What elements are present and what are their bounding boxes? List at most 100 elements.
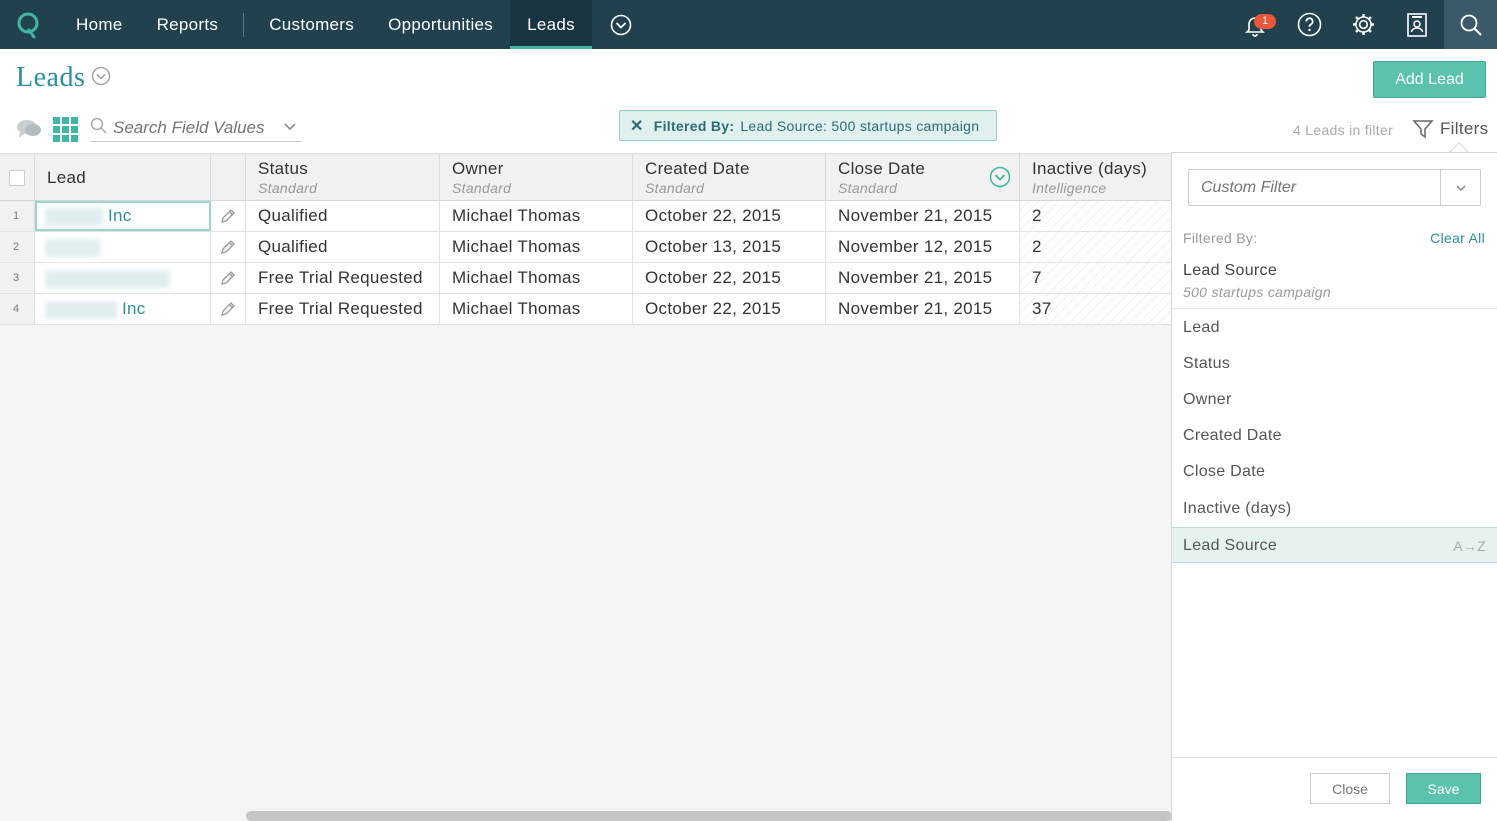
filter-field-lead[interactable]: Lead xyxy=(1183,319,1220,336)
created-date-cell[interactable]: October 22, 2015 xyxy=(633,263,826,293)
owner-cell[interactable]: Michael Thomas xyxy=(440,294,633,324)
close-button[interactable]: Close xyxy=(1310,773,1390,804)
leads-count: 4 Leads in filter xyxy=(1293,122,1394,138)
notifications-bell-icon[interactable]: 1 xyxy=(1228,0,1282,49)
table-row[interactable]: 4 Inc Free Trial Requested Michael Thoma… xyxy=(0,294,1172,325)
filter-field-created-date[interactable]: Created Date xyxy=(1183,427,1282,444)
column-header-close-date[interactable]: Close Date Standard xyxy=(826,154,1020,201)
nav-home[interactable]: Home xyxy=(76,14,123,34)
top-nav: Home Reports Customers Opportunities Lea… xyxy=(0,0,1497,49)
edit-pencil-icon[interactable] xyxy=(211,294,246,324)
applied-filter[interactable]: Lead Source 500 startups campaign xyxy=(1183,262,1331,300)
filter-field-close-date[interactable]: Close Date xyxy=(1183,463,1266,480)
inactive-days-cell: 37 xyxy=(1020,294,1172,324)
nav-customers[interactable]: Customers xyxy=(269,14,355,34)
nav-reports[interactable]: Reports xyxy=(156,14,219,34)
filter-field-status[interactable]: Status xyxy=(1183,355,1231,372)
leads-table: Lead Status Standard Owner Standard Crea… xyxy=(0,153,1172,821)
edit-column-header xyxy=(211,154,246,201)
status-cell[interactable]: Free Trial Requested xyxy=(246,294,440,324)
comments-icon[interactable] xyxy=(16,119,42,144)
filters-button[interactable]: Filters xyxy=(1412,118,1488,140)
help-icon[interactable] xyxy=(1282,0,1336,49)
column-menu-chevron-icon[interactable] xyxy=(989,166,1011,193)
owner-cell[interactable]: Michael Thomas xyxy=(440,232,633,262)
edit-pencil-icon[interactable] xyxy=(211,232,246,262)
column-header-created-date[interactable]: Created Date Standard xyxy=(633,154,826,201)
lead-name-link[interactable] xyxy=(35,232,211,262)
table-row[interactable]: 3 Free Trial Requested Michael Thomas Oc… xyxy=(0,263,1172,294)
search-icon xyxy=(90,117,107,139)
page-title-area: Leads xyxy=(16,62,111,94)
custom-filter-input[interactable] xyxy=(1189,178,1439,197)
created-date-cell[interactable]: October 13, 2015 xyxy=(633,232,826,262)
lead-name-link[interactable]: Inc xyxy=(35,201,211,231)
add-lead-button[interactable]: Add Lead xyxy=(1373,61,1486,98)
status-cell[interactable]: Qualified xyxy=(246,201,440,231)
active-filter-chip: ✕ Filtered By: Lead Source: 500 startups… xyxy=(619,110,997,141)
filter-field-lead-source[interactable]: Lead Source A→Z xyxy=(1172,527,1497,563)
divider xyxy=(1172,308,1497,309)
owner-cell[interactable]: Michael Thomas xyxy=(440,201,633,231)
select-all-column xyxy=(0,154,35,201)
filters-panel: Filtered By: Clear All Lead Source 500 s… xyxy=(1171,152,1497,821)
filter-chip-value: Lead Source: 500 startups campaign xyxy=(740,117,980,134)
filters-label: Filters xyxy=(1440,119,1489,138)
table-header: Lead Status Standard Owner Standard Crea… xyxy=(0,154,1172,201)
redacted-text xyxy=(45,207,103,226)
clear-all-link[interactable]: Clear All xyxy=(1430,230,1485,246)
nav-leads[interactable]: Leads xyxy=(510,0,592,49)
custom-filter-chevron-icon[interactable] xyxy=(1440,170,1480,205)
row-number: 3 xyxy=(0,263,35,293)
nav-more-chevron-icon[interactable] xyxy=(592,0,650,49)
filter-field-owner[interactable]: Owner xyxy=(1183,391,1232,408)
contacts-book-icon[interactable] xyxy=(1390,0,1444,49)
column-header-lead[interactable]: Lead xyxy=(35,154,211,201)
lead-name-link[interactable] xyxy=(35,263,211,293)
filter-field-inactive-days[interactable]: Inactive (days) xyxy=(1183,500,1292,517)
close-date-cell[interactable]: November 12, 2015 xyxy=(826,232,1020,262)
created-date-cell[interactable]: October 22, 2015 xyxy=(633,294,826,324)
column-header-inactive-days[interactable]: Inactive (days) Intelligence xyxy=(1032,159,1148,196)
sort-hint: A→Z xyxy=(1453,538,1486,554)
row-number: 2 xyxy=(0,232,35,262)
applied-filter-name: Lead Source xyxy=(1183,262,1278,279)
save-button[interactable]: Save xyxy=(1406,773,1481,804)
search-dropdown-chevron-icon[interactable] xyxy=(283,119,297,137)
title-dropdown-chevron-icon[interactable] xyxy=(91,66,111,91)
nav-opportunities[interactable]: Opportunities xyxy=(388,14,494,34)
created-date-cell[interactable]: October 22, 2015 xyxy=(633,201,826,231)
row-number: 1 xyxy=(0,201,35,231)
close-date-cell[interactable]: November 21, 2015 xyxy=(826,201,1020,231)
lead-name-link[interactable]: Inc xyxy=(35,294,211,324)
close-date-cell[interactable]: November 21, 2015 xyxy=(826,294,1020,324)
select-all-checkbox[interactable] xyxy=(9,170,25,186)
status-cell[interactable]: Free Trial Requested xyxy=(246,263,440,293)
settings-gear-icon[interactable] xyxy=(1336,0,1390,49)
redacted-text xyxy=(45,269,170,288)
inactive-days-cell: 2 xyxy=(1020,232,1172,262)
notification-badge: 1 xyxy=(1254,14,1277,29)
column-header-owner[interactable]: Owner Standard xyxy=(440,154,633,201)
remove-filter-icon[interactable]: ✕ xyxy=(630,117,644,135)
table-row[interactable]: 1 Inc Qualified Michael Thomas October 2… xyxy=(0,201,1172,232)
status-cell[interactable]: Qualified xyxy=(246,232,440,262)
global-search-icon[interactable] xyxy=(1444,0,1497,49)
owner-cell[interactable]: Michael Thomas xyxy=(440,263,633,293)
applied-filter-value: 500 startups campaign xyxy=(1183,284,1331,300)
close-date-cell[interactable]: November 21, 2015 xyxy=(826,263,1020,293)
table-row[interactable]: 2 Qualified Michael Thomas October 13, 2… xyxy=(0,232,1172,263)
filter-funnel-icon xyxy=(1412,120,1434,139)
column-header-status[interactable]: Status Standard xyxy=(246,154,440,201)
horizontal-scrollbar[interactable] xyxy=(246,811,1172,821)
app-logo-icon[interactable] xyxy=(0,0,56,49)
search-field-values-input[interactable] xyxy=(113,118,283,138)
inactive-days-cell: 2 xyxy=(1020,201,1172,231)
nav-divider xyxy=(243,12,245,37)
custom-filter-select[interactable] xyxy=(1188,169,1481,206)
grid-view-icon[interactable] xyxy=(53,117,78,147)
edit-pencil-icon[interactable] xyxy=(211,201,246,231)
row-number: 4 xyxy=(0,294,35,324)
edit-pencil-icon[interactable] xyxy=(211,263,246,293)
filter-field-label: Lead Source xyxy=(1183,537,1278,554)
